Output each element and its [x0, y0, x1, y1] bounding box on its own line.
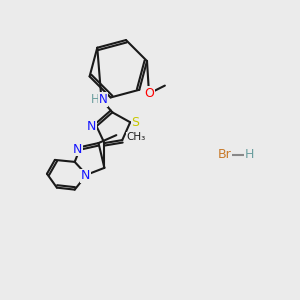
Text: O: O — [144, 87, 154, 100]
Text: H: H — [244, 148, 254, 161]
Text: S: S — [131, 116, 139, 129]
Text: N: N — [81, 169, 90, 182]
Text: N: N — [87, 120, 96, 133]
Text: N: N — [73, 142, 82, 155]
Text: H: H — [91, 93, 100, 106]
Text: N: N — [99, 93, 108, 106]
Text: Br: Br — [218, 148, 231, 161]
Text: CH₃: CH₃ — [126, 132, 146, 142]
